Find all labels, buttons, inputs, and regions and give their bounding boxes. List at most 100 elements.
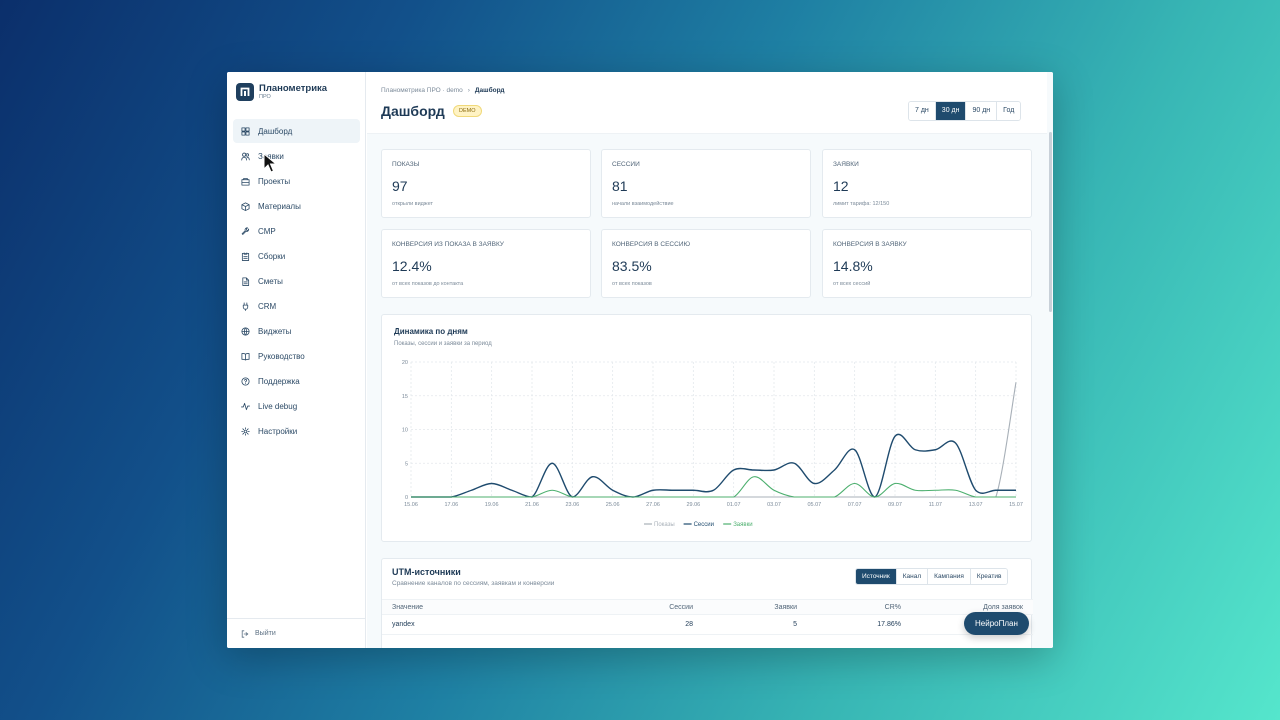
kpi-label: Сессии: [612, 161, 640, 168]
sidebar-item-activity[interactable]: Live debug: [233, 394, 360, 418]
sidebar-item-box[interactable]: Материалы: [233, 194, 360, 218]
x-tick-label: 23.06: [565, 502, 579, 508]
main-content: Планометрика ПРО · demo › Дашборд Дашбор…: [367, 72, 1053, 648]
sidebar-item-label: Проекты: [258, 176, 291, 186]
logout-label: Выйти: [255, 630, 276, 637]
period-button[interactable]: Год: [997, 102, 1021, 120]
x-tick-label: 01.07: [727, 502, 741, 508]
line-chart: 0 5 10 15 20 15.06 17.06 19.06 21.06 23.06 25.06 27…: [402, 360, 1023, 528]
sidebar-item-plug[interactable]: CRM: [233, 294, 360, 318]
x-tick-label: 29.06: [686, 502, 700, 508]
column-header[interactable]: Значение: [392, 604, 424, 611]
series-line-leads: [411, 476, 1017, 498]
chart-subtitle: Показы, сессии и заявки за период: [394, 341, 492, 347]
kpi-card: Показы 97 открыли виджет: [381, 149, 591, 218]
clipboard-icon: [241, 251, 250, 261]
sidebar-item-label: Заявки: [258, 151, 284, 161]
sidebar-item-globe[interactable]: Виджеты: [233, 319, 360, 343]
y-tick-label: 5: [405, 461, 408, 467]
sidebar-item-label: СМР: [258, 226, 276, 236]
logout-icon: [241, 629, 249, 638]
kpi-subtext: начали взаимодействие: [612, 201, 674, 207]
kpi-label: Конверсия в заявку: [833, 241, 907, 248]
breadcrumb: Планометрика ПРО · demo › Дашборд: [381, 87, 505, 94]
y-tick-label: 15: [402, 394, 408, 400]
kpi-subtext: от всех показов: [612, 281, 652, 287]
sidebar-item-label: CRM: [258, 301, 277, 311]
sidebar-item-users[interactable]: Заявки: [233, 144, 360, 168]
page-header: Планометрика ПРО · demo › Дашборд Дашбор…: [367, 72, 1047, 134]
x-tick-label: 11.07: [929, 502, 942, 508]
kpi-value: 97: [392, 178, 408, 194]
period-button[interactable]: 7 дн: [909, 102, 936, 120]
table-cell: 17.86%: [877, 621, 901, 628]
x-tick-label: 03.07: [767, 502, 781, 508]
chevron-right-icon: ›: [467, 87, 470, 94]
table-cell: yandex: [392, 621, 415, 628]
sidebar-nav: Дашборд Заявки Проекты Материалы СМР Сборки См…: [233, 119, 360, 444]
kpi-card: Заявки 12 лимит тарифа: 12/150: [822, 149, 1032, 218]
utm-subtitle: Сравнение каналов по сессиям, заявкам и …: [392, 580, 555, 587]
sidebar-item-dashboard[interactable]: Дашборд: [233, 119, 360, 143]
x-tick-label: 17.06: [444, 502, 458, 508]
x-tick-label: 13.07: [969, 502, 983, 508]
breadcrumb-root[interactable]: Планометрика ПРО · demo: [381, 87, 463, 94]
x-tick-label: 09.07: [888, 502, 902, 508]
utm-table-header: Значение Сессии Заявки CR% Доля заявок: [382, 599, 1033, 615]
document-icon: [242, 276, 250, 286]
brand[interactable]: Планометрика ПРО: [236, 83, 327, 101]
dashboard-icon: [241, 126, 250, 136]
kpi-subtext: открыли виджет: [392, 201, 433, 207]
scrollbar[interactable]: [1049, 132, 1052, 312]
x-tick-label: 15.06: [404, 502, 418, 508]
sidebar-item-label: Руководство: [258, 351, 305, 361]
kpi-value: 12: [833, 178, 849, 194]
sidebar-item-book[interactable]: Руководство: [233, 344, 360, 368]
column-header[interactable]: Доля заявок: [983, 604, 1023, 611]
logout-button[interactable]: Выйти: [227, 618, 366, 648]
sidebar-item-clipboard[interactable]: Сборки: [233, 244, 360, 268]
y-tick-label: 0: [405, 495, 408, 501]
kpi-value: 14.8%: [833, 258, 873, 274]
table-cell: 28: [685, 621, 693, 628]
column-header[interactable]: CR%: [884, 604, 901, 611]
neuroplan-button[interactable]: НейроПлан: [964, 612, 1029, 635]
column-header[interactable]: Сессии: [669, 604, 693, 611]
globe-icon: [241, 326, 250, 336]
x-tick-label: 21.06: [525, 502, 539, 508]
demo-badge: DEMO: [453, 105, 482, 117]
utm-tab[interactable]: Креатив: [970, 569, 1008, 584]
utm-tab[interactable]: Источник: [856, 569, 897, 584]
period-button[interactable]: 90 дн: [966, 102, 998, 120]
app-window: Планометрика ПРО Дашборд Заявки Проекты Мат…: [227, 72, 1053, 648]
sidebar-item-label: Поддержка: [258, 376, 300, 386]
period-button[interactable]: 30 дн: [935, 102, 967, 120]
column-header[interactable]: Заявки: [774, 604, 797, 611]
utm-tab[interactable]: Кампания: [928, 569, 971, 584]
page-title: Дашборд: [381, 103, 445, 119]
utm-tabs: Источник Канал Кампания Креатив: [855, 568, 1009, 585]
plug-icon: [242, 301, 249, 311]
table-cell: 5: [793, 621, 797, 628]
sidebar-item-label: Live debug: [258, 401, 298, 411]
kpi-card: Конверсия в заявку 14.8% от всех сессий: [822, 229, 1032, 298]
sidebar-item-wrench[interactable]: СМР: [233, 219, 360, 243]
sidebar-item-gear[interactable]: Настройки: [233, 419, 360, 443]
utm-sources-card: UTM-источники Сравнение каналов по сесси…: [381, 558, 1033, 648]
sidebar-item-help[interactable]: Поддержка: [233, 369, 360, 393]
sidebar-item-document[interactable]: Сметы: [233, 269, 360, 293]
kpi-label: Конверсия из показа в заявку: [392, 241, 504, 248]
gear-icon: [241, 426, 250, 436]
kpi-card: Конверсия из показа в заявку 12.4% от всех…: [381, 229, 591, 298]
kpi-value: 81: [612, 178, 628, 194]
utm-tab[interactable]: Канал: [896, 569, 929, 584]
kpi-value: 12.4%: [392, 258, 432, 274]
sidebar-item-label: Материалы: [258, 201, 301, 211]
legend-label: Сессии: [694, 522, 714, 528]
series-line-shows: [411, 382, 1017, 498]
users-icon: [241, 152, 250, 161]
sidebar-item-label: Сборки: [258, 251, 286, 261]
sidebar-item-projects[interactable]: Проекты: [233, 169, 360, 193]
utm-title: UTM-источники: [392, 567, 461, 577]
